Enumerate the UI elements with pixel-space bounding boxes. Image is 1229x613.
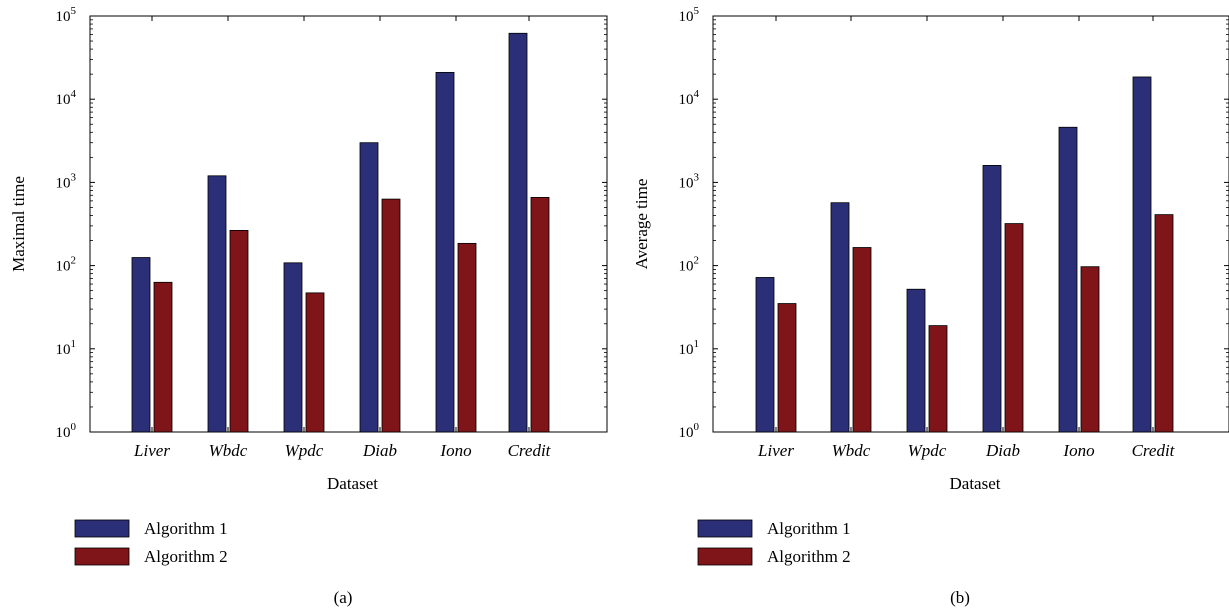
bar-algorithm-1-credit [1132, 76, 1152, 433]
y-tick-label: 103 [679, 171, 700, 191]
y-tick-label: 100 [679, 421, 700, 441]
bar-algorithm-2-diab [381, 198, 401, 433]
bar-algorithm-1-diab [982, 165, 1002, 433]
legend-swatch-algorithm-1 [697, 519, 753, 538]
panel-label: (a) [334, 588, 353, 607]
y-axis-label: Maximal time [9, 176, 28, 272]
bar-algorithm-2-liver [153, 281, 173, 433]
chart-panel-1: 100 101 102 103 104 105 Liver Wbdc Wpdc Diab Iono C… [9, 5, 608, 607]
legend-swatch-algorithm-2 [697, 547, 753, 566]
legend-label-algorithm-2: Algorithm 2 [144, 547, 228, 566]
bar-algorithm-1-wbdc [830, 202, 850, 433]
x-category-label-diab: Diab [985, 441, 1020, 460]
x-axis-label: Dataset [950, 474, 1001, 493]
x-category-label-wbdc: Wbdc [832, 441, 871, 460]
y-tick-label: 101 [56, 338, 77, 358]
y-tick-label: 101 [679, 338, 700, 358]
chart-panel-2: 100 101 102 103 104 105 Liver Wbdc Wpdc Diab Iono C… [632, 5, 1229, 607]
bar-algorithm-1-liver [755, 277, 775, 433]
bar-algorithm-2-iono [457, 242, 477, 433]
bar-algorithm-1-wpdc [906, 288, 926, 433]
x-axis-label: Dataset [327, 474, 378, 493]
y-tick-label: 104 [56, 88, 77, 108]
x-category-label-credit: Credit [1132, 441, 1176, 460]
bar-algorithm-2-wpdc [305, 292, 325, 433]
bar-algorithm-1-liver [131, 257, 151, 433]
bar-algorithm-2-credit [1154, 214, 1174, 433]
bar-algorithm-1-wbdc [207, 175, 227, 433]
x-category-label-liver: Liver [133, 441, 170, 460]
x-category-label-iono: Iono [1062, 441, 1094, 460]
bar-algorithm-1-iono [1058, 126, 1078, 433]
y-tick-label: 103 [56, 171, 77, 191]
y-tick-label: 105 [679, 5, 700, 25]
x-category-label-credit: Credit [508, 441, 552, 460]
legend-label-algorithm-1: Algorithm 1 [144, 519, 228, 538]
legend-swatch-algorithm-1 [74, 519, 130, 538]
x-category-label-wbdc: Wbdc [209, 441, 248, 460]
bar-algorithm-2-credit [530, 197, 550, 433]
y-axis-label: Average time [632, 179, 651, 270]
bar-algorithm-1-wpdc [283, 262, 303, 433]
y-tick-label: 105 [56, 5, 77, 25]
bar-algorithm-1-credit [508, 32, 528, 433]
bar-algorithm-2-iono [1080, 266, 1100, 433]
bar-algorithm-2-diab [1004, 223, 1024, 433]
x-category-label-liver: Liver [757, 441, 794, 460]
bar-algorithm-1-iono [435, 71, 455, 433]
panel-label: (b) [950, 588, 970, 607]
y-tick-label: 102 [679, 255, 700, 275]
x-category-label-iono: Iono [439, 441, 471, 460]
y-tick-label: 104 [679, 88, 700, 108]
x-category-label-wpdc: Wpdc [908, 441, 947, 460]
plot-frame [89, 15, 608, 433]
y-tick-label: 102 [56, 255, 77, 275]
x-category-label-diab: Diab [362, 441, 397, 460]
bar-algorithm-1-diab [359, 142, 379, 433]
x-category-label-wpdc: Wpdc [285, 441, 324, 460]
bar-algorithm-2-wbdc [229, 229, 249, 433]
bar-algorithm-2-wbdc [852, 247, 872, 433]
legend-label-algorithm-2: Algorithm 2 [767, 547, 851, 566]
legend-swatch-algorithm-2 [74, 547, 130, 566]
bar-algorithm-2-liver [777, 303, 797, 433]
bar-algorithm-2-wpdc [928, 325, 948, 433]
y-tick-label: 100 [56, 421, 77, 441]
legend-label-algorithm-1: Algorithm 1 [767, 519, 851, 538]
plot-frame [712, 15, 1229, 433]
